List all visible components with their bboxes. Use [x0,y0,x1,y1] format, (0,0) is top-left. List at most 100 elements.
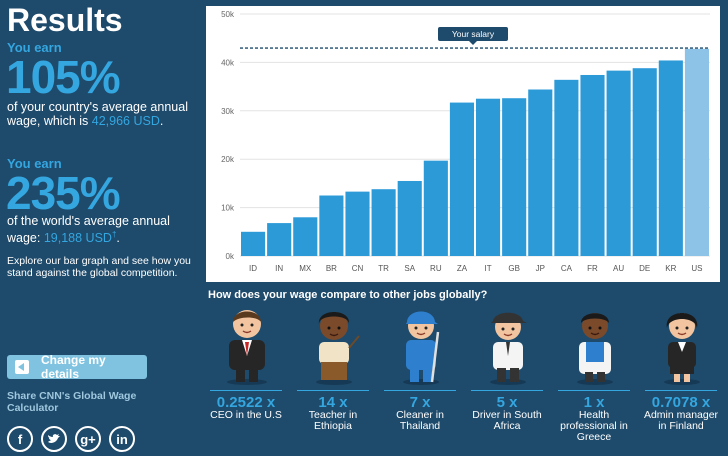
world-desc-end: . [116,231,120,246]
job-title: Cleaner in Thailand [396,409,444,432]
bar [502,98,527,256]
share-text: Share CNN's Global Wage Calculator [7,390,137,414]
job-driver: 5 x Driver in South Africa [469,304,545,456]
admin-figure-icon [664,313,700,385]
driver-figure-icon [490,312,527,385]
linkedin-glyph: in [116,431,128,447]
twitter-bird-shape [48,434,60,443]
bar [658,60,683,256]
job-multiplier: 14 x [318,394,348,411]
job-multiplier: 5 x [496,394,518,411]
salary-label-pointer [469,41,477,46]
ceo-figure-icon [227,310,267,385]
salary-label-box [438,27,508,42]
x-tick-label: ZA [457,264,468,273]
bar [345,191,370,256]
job-health: 1 x Health professional in Greece [556,304,632,456]
job-title: Admin manager in Finland [643,409,719,432]
job-admin: 0.7078 x Admin manager in Finland [643,304,719,456]
job-divider [645,390,717,391]
google-plus-glyph: g+ [80,431,96,447]
y-tick-label: 50k [221,10,235,19]
x-tick-label: AU [613,264,624,273]
bar [267,223,292,256]
world-wage-value: 19,188 USD [43,231,112,246]
country-percent: 105% [6,51,121,103]
facebook-glyph: f [17,431,23,447]
bar [606,70,631,257]
bar [241,231,266,256]
job-divider [471,390,543,391]
x-tick-label: DE [639,264,650,273]
bar [684,48,709,257]
x-tick-label: CA [561,264,573,273]
job-title: Teacher in Ethiopia [308,409,358,432]
x-tick-label: IT [485,264,492,273]
x-tick-label: SA [404,264,415,273]
job-divider [297,390,369,391]
job-divider [558,390,630,391]
y-tick-label: 10k [221,204,235,213]
job-ceo: 0.2522 x CEO in the U.S [208,304,284,456]
job-divider [384,390,456,391]
bar [319,195,344,256]
world-percent: 235% [6,167,121,219]
salary-bar-chart: 0k 10k 20k 30k 40k 50k ID IN MX BR CN TR SA RU ZA IT GB J… [206,6,720,282]
job-title: Health professional in Greece [560,409,628,443]
world-earn-label: You earn [7,156,62,171]
job-cleaner: 7 x Cleaner in Thailand [382,304,458,456]
job-divider [210,390,282,391]
explore-text: Explore our bar graph and see how you st… [7,255,191,279]
x-tick-label: US [691,264,702,273]
jobs-question: How does your wage compare to other jobs… [208,289,488,301]
back-arrow-icon [15,360,29,374]
bar [449,102,474,257]
country-desc-end: . [159,114,164,128]
bar [528,89,553,256]
country-wage-value: 42,966 USD [91,114,160,128]
job-teacher: 14 x Teacher in Ethiopia [295,304,371,456]
page-title: Results [7,2,123,38]
x-tick-label: CN [352,264,364,273]
change-details-button[interactable]: Change my details [7,353,147,381]
results-panel: Results You earn 105% of your country's … [0,0,200,456]
job-multiplier: 0.2522 x [216,394,276,411]
world-desc-text: of the world's average annual wage: [7,214,170,246]
bar [580,74,605,256]
job-title: Driver in South Africa [472,409,542,432]
linkedin-icon[interactable]: in [109,426,135,452]
google-plus-icon[interactable]: g+ [75,426,101,452]
x-tick-label: IN [275,264,283,273]
chart-svg: 0k 10k 20k 30k 40k 50k ID IN MX BR CN TR SA RU ZA IT GB J… [221,10,710,273]
cleaner-figure-icon [403,311,440,385]
y-tick-label: 30k [221,107,235,116]
x-tick-label: FR [587,264,598,273]
twitter-icon[interactable] [41,426,67,452]
bar [397,180,422,256]
x-tick-label: GB [508,264,520,273]
country-earn-label: You earn [7,40,62,55]
world-footnote-mark: † [111,230,117,239]
job-multiplier: 0.7078 x [651,394,711,411]
job-multiplier: 7 x [409,394,431,411]
x-tick-label: JP [536,264,545,273]
bar [554,79,579,256]
y-tick-label: 40k [221,58,235,67]
country-desc-text: of your country's average annual wage, w… [7,100,188,128]
facebook-icon[interactable]: f [7,426,33,452]
x-tick-label: RU [430,264,442,273]
bar [476,98,501,256]
bar [293,217,318,256]
world-description: of the world's average annual wage: 19,1… [7,214,197,245]
x-tick-label: KR [665,264,676,273]
x-tick-label: TR [378,264,389,273]
job-title: CEO in the U.S [210,409,282,421]
bar [632,68,657,256]
job-multiplier: 1 x [583,394,605,411]
salary-label: Your salary [452,29,495,39]
jobs-comparison: 0.2522 x CEO in the U.S 14 x Teacher in … [208,304,720,456]
y-tick-label: 0k [226,252,235,261]
change-details-label: Change my details [41,353,106,381]
x-tick-label: BR [326,264,337,273]
health-figure-icon [577,313,613,385]
